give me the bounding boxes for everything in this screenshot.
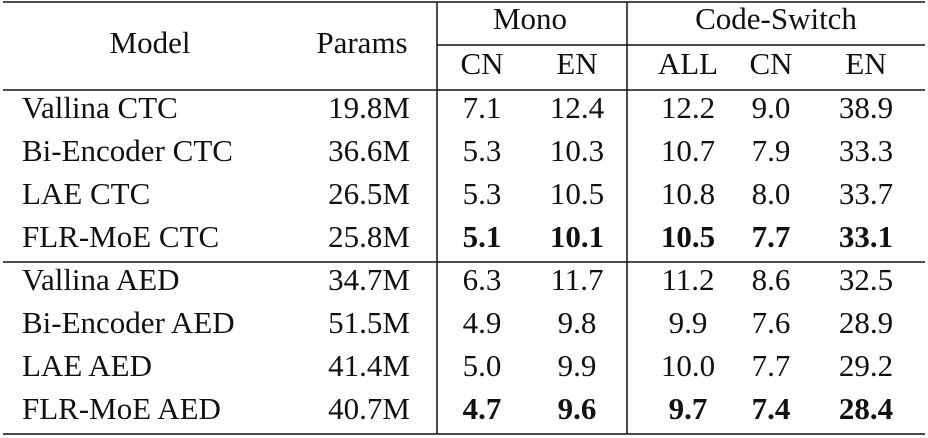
column-header: CN — [460, 46, 503, 81]
score: 28.4 — [839, 391, 893, 426]
score: 8.6 — [752, 262, 791, 297]
score: 7.7 — [752, 348, 791, 383]
score: 12.4 — [550, 90, 605, 125]
score: 7.1 — [463, 90, 502, 125]
score: 5.3 — [463, 176, 502, 211]
score: 9.9 — [558, 348, 597, 383]
model-name: Vallina AED — [22, 262, 180, 297]
score: 7.6 — [752, 305, 791, 340]
score: 9.9 — [669, 305, 708, 340]
score: 10.5 — [661, 219, 715, 254]
header-model: Model — [110, 25, 191, 60]
score: 33.1 — [839, 219, 893, 254]
group-header: Code-Switch — [695, 1, 857, 36]
model-name: FLR-MoE AED — [22, 391, 221, 426]
score: 38.9 — [839, 90, 893, 125]
model-name: Bi-Encoder AED — [22, 305, 235, 340]
score: 8.0 — [752, 176, 791, 211]
group-header: Mono — [493, 1, 567, 36]
params: 41.4M — [328, 348, 410, 383]
score: 7.4 — [752, 391, 791, 426]
model-name: LAE CTC — [22, 176, 150, 211]
score: 4.7 — [463, 391, 502, 426]
params: 51.5M — [328, 305, 410, 340]
score: 5.0 — [463, 348, 502, 383]
params: 36.6M — [328, 133, 410, 168]
params: 25.8M — [328, 219, 410, 254]
header-params: Params — [316, 25, 407, 60]
score: 5.1 — [463, 219, 502, 254]
model-name: Vallina CTC — [22, 90, 178, 125]
score: 33.7 — [839, 176, 893, 211]
score: 9.7 — [669, 391, 708, 426]
score: 29.2 — [839, 348, 893, 383]
params: 19.8M — [328, 90, 410, 125]
score: 11.2 — [661, 262, 714, 297]
score: 4.9 — [463, 305, 502, 340]
column-header: ALL — [658, 46, 718, 81]
score: 10.0 — [661, 348, 715, 383]
score: 11.7 — [550, 262, 603, 297]
score: 9.8 — [558, 305, 597, 340]
column-header: EN — [845, 46, 886, 81]
column-header: CN — [749, 46, 792, 81]
score: 5.3 — [463, 133, 502, 168]
params: 40.7M — [328, 391, 410, 426]
score: 9.0 — [752, 90, 791, 125]
score: 7.9 — [752, 133, 791, 168]
params: 34.7M — [328, 262, 410, 297]
score: 32.5 — [839, 262, 893, 297]
score: 10.5 — [550, 176, 604, 211]
score: 10.3 — [550, 133, 604, 168]
params: 26.5M — [328, 176, 410, 211]
score: 7.7 — [752, 219, 791, 254]
score: 28.9 — [839, 305, 893, 340]
score: 10.7 — [661, 133, 715, 168]
model-name: Bi-Encoder CTC — [22, 133, 233, 168]
score: 33.3 — [839, 133, 893, 168]
model-name: LAE AED — [22, 348, 152, 383]
model-name: FLR-MoE CTC — [22, 219, 219, 254]
score: 10.8 — [661, 176, 715, 211]
score: 6.3 — [463, 262, 502, 297]
column-header: EN — [556, 46, 597, 81]
score: 10.1 — [550, 219, 604, 254]
score: 12.2 — [661, 90, 715, 125]
score: 9.6 — [558, 391, 597, 426]
